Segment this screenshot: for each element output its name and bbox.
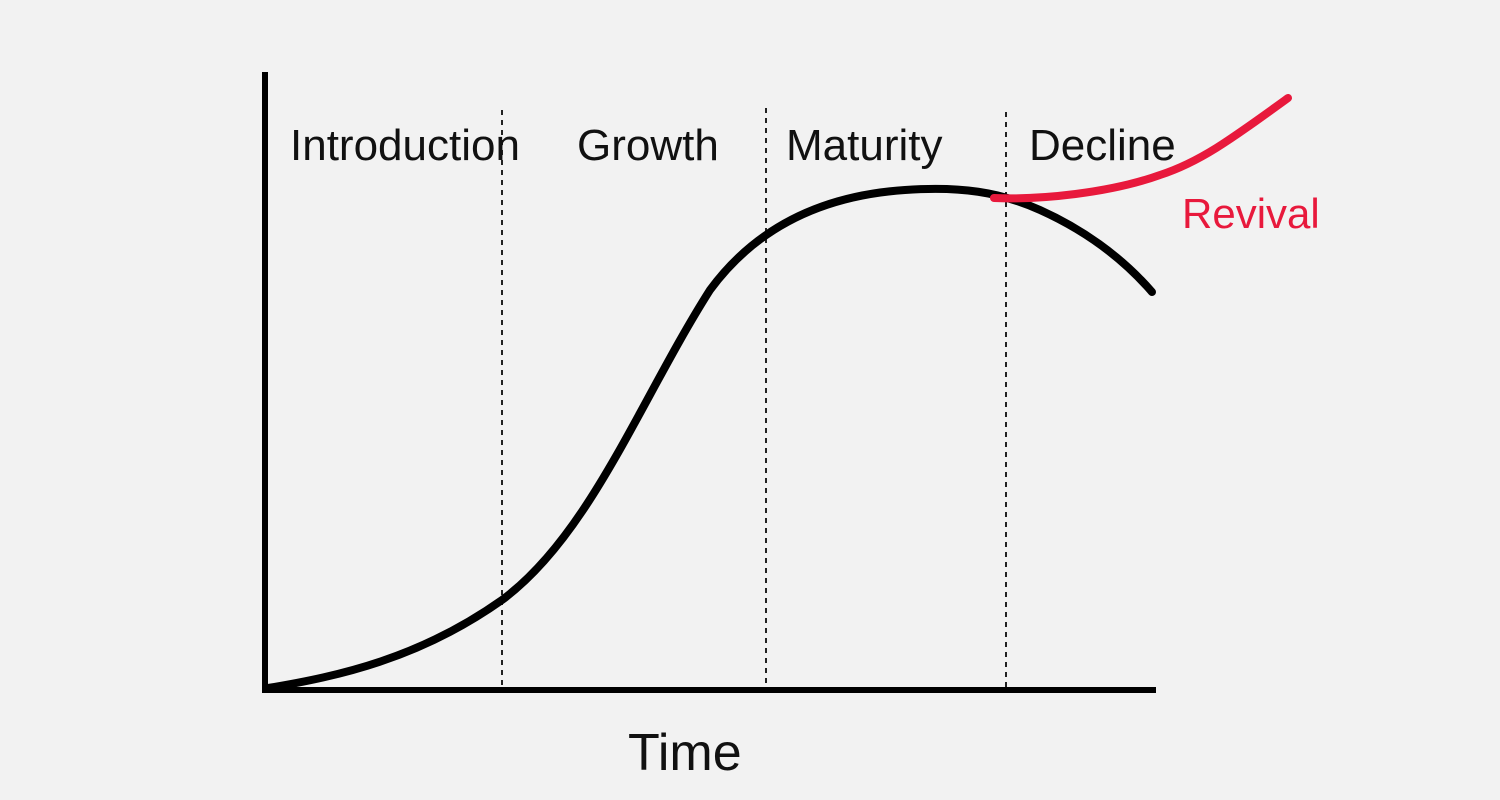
stage-label-introduction: Introduction (290, 121, 520, 170)
stage-label-maturity: Maturity (786, 121, 942, 170)
life-cycle-curve (264, 184, 1156, 692)
stage-label-growth: Growth (577, 121, 719, 170)
x-axis-label: Time (628, 724, 742, 782)
revival-label: Revival (1182, 190, 1320, 237)
stage-label-decline: Decline (1029, 121, 1176, 170)
revival-curve (990, 94, 1292, 203)
